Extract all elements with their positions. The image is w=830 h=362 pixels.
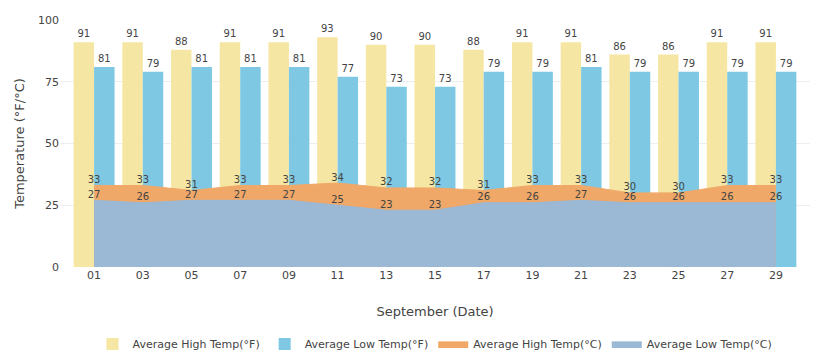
svg-text:100: 100 xyxy=(38,14,59,27)
svg-text:73: 73 xyxy=(439,73,452,84)
svg-text:30: 30 xyxy=(623,181,636,192)
svg-text:91: 91 xyxy=(272,28,285,39)
svg-text:31: 31 xyxy=(185,179,198,190)
svg-text:90: 90 xyxy=(418,31,431,42)
svg-text:33: 33 xyxy=(88,174,101,185)
svg-text:27: 27 xyxy=(283,189,296,200)
svg-text:81: 81 xyxy=(585,53,598,64)
svg-text:09: 09 xyxy=(282,269,296,282)
svg-text:75: 75 xyxy=(45,76,59,89)
svg-text:27: 27 xyxy=(234,189,247,200)
svg-text:79: 79 xyxy=(147,58,160,69)
svg-text:Temperature (°F/°C): Temperature (°F/°C) xyxy=(12,78,27,210)
svg-text:88: 88 xyxy=(467,36,480,47)
svg-text:81: 81 xyxy=(195,53,208,64)
svg-text:26: 26 xyxy=(623,191,636,202)
svg-text:25: 25 xyxy=(672,269,686,282)
svg-text:11: 11 xyxy=(331,269,345,282)
svg-text:91: 91 xyxy=(516,28,529,39)
svg-text:77: 77 xyxy=(341,63,354,74)
svg-text:0: 0 xyxy=(52,261,59,274)
svg-text:50: 50 xyxy=(45,137,59,150)
svg-text:33: 33 xyxy=(770,174,783,185)
svg-text:79: 79 xyxy=(731,58,744,69)
svg-text:33: 33 xyxy=(234,174,247,185)
svg-text:26: 26 xyxy=(136,191,149,202)
svg-text:32: 32 xyxy=(429,176,442,187)
svg-text:21: 21 xyxy=(574,269,588,282)
svg-text:91: 91 xyxy=(711,28,724,39)
svg-text:30: 30 xyxy=(672,181,685,192)
svg-text:07: 07 xyxy=(233,269,247,282)
svg-text:26: 26 xyxy=(770,191,783,202)
svg-text:01: 01 xyxy=(87,269,101,282)
svg-text:26: 26 xyxy=(672,191,685,202)
svg-text:86: 86 xyxy=(662,41,675,52)
svg-text:25: 25 xyxy=(331,194,344,205)
svg-text:13: 13 xyxy=(379,269,393,282)
svg-text:79: 79 xyxy=(682,58,695,69)
svg-text:34: 34 xyxy=(331,172,344,183)
svg-text:23: 23 xyxy=(623,269,637,282)
svg-text:Average Low Temp(°F): Average Low Temp(°F) xyxy=(305,338,429,351)
svg-text:79: 79 xyxy=(488,58,501,69)
svg-text:73: 73 xyxy=(390,73,403,84)
svg-text:91: 91 xyxy=(126,28,139,39)
svg-text:31: 31 xyxy=(477,179,490,190)
svg-text:Average High Temp(°C): Average High Temp(°C) xyxy=(473,338,602,351)
svg-text:05: 05 xyxy=(184,269,198,282)
svg-text:September (Date): September (Date) xyxy=(376,304,493,319)
svg-text:27: 27 xyxy=(88,189,101,200)
svg-text:27: 27 xyxy=(575,189,588,200)
svg-text:91: 91 xyxy=(759,28,772,39)
svg-text:81: 81 xyxy=(98,53,111,64)
svg-text:15: 15 xyxy=(428,269,442,282)
svg-text:91: 91 xyxy=(565,28,578,39)
svg-text:23: 23 xyxy=(380,199,393,210)
svg-text:33: 33 xyxy=(575,174,588,185)
svg-text:26: 26 xyxy=(526,191,539,202)
svg-text:81: 81 xyxy=(293,53,306,64)
svg-text:29: 29 xyxy=(769,269,783,282)
svg-text:23: 23 xyxy=(429,199,442,210)
svg-text:32: 32 xyxy=(380,176,393,187)
svg-text:88: 88 xyxy=(175,36,188,47)
svg-text:93: 93 xyxy=(321,23,334,34)
svg-text:33: 33 xyxy=(721,174,734,185)
svg-text:Average Low Temp(°C): Average Low Temp(°C) xyxy=(647,338,772,351)
svg-text:33: 33 xyxy=(283,174,296,185)
svg-text:79: 79 xyxy=(634,58,647,69)
svg-text:25: 25 xyxy=(45,199,59,212)
svg-text:26: 26 xyxy=(477,191,490,202)
svg-text:86: 86 xyxy=(613,41,626,52)
svg-text:03: 03 xyxy=(136,269,150,282)
svg-text:27: 27 xyxy=(185,189,198,200)
svg-text:17: 17 xyxy=(477,269,491,282)
svg-text:91: 91 xyxy=(224,28,237,39)
svg-text:90: 90 xyxy=(370,31,383,42)
svg-text:33: 33 xyxy=(136,174,149,185)
svg-text:19: 19 xyxy=(525,269,539,282)
svg-text:79: 79 xyxy=(536,58,549,69)
svg-text:27: 27 xyxy=(720,269,734,282)
svg-text:Average High Temp(°F): Average High Temp(°F) xyxy=(133,338,260,351)
svg-text:91: 91 xyxy=(77,28,90,39)
svg-text:81: 81 xyxy=(244,53,257,64)
svg-text:26: 26 xyxy=(721,191,734,202)
svg-text:33: 33 xyxy=(526,174,539,185)
svg-text:79: 79 xyxy=(780,58,793,69)
